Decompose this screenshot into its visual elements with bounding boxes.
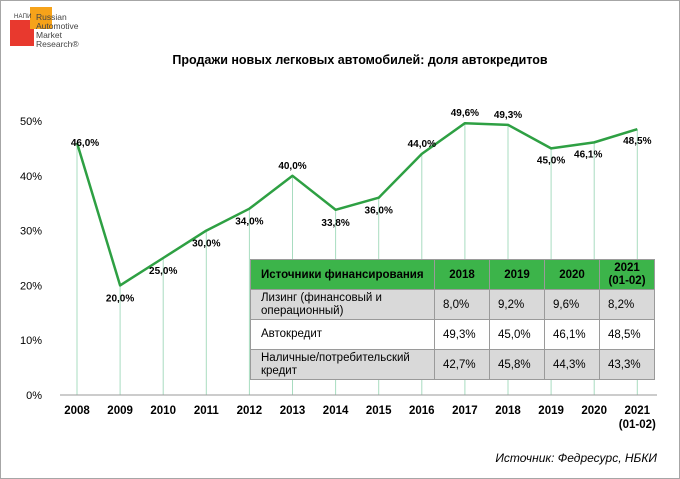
table-cell: 46,1% — [544, 319, 600, 350]
data-label: 40,0% — [278, 161, 306, 172]
x-tick-label: 2016 — [409, 405, 435, 417]
table-cell: 49,3% — [434, 319, 490, 350]
x-tick-label: 2020 — [581, 405, 607, 417]
x-tick-label: 2017 — [452, 405, 478, 417]
table-cell: 48,5% — [599, 319, 655, 350]
data-label: 25,0% — [149, 266, 177, 277]
x-tick-label: 2012 — [237, 405, 263, 417]
table-row: Наличные/потребительский кредит 42,7% 45… — [250, 349, 655, 380]
table-row-label: Лизинг (финансовый и операционный) — [250, 289, 435, 320]
data-label: 33,8% — [321, 218, 349, 229]
data-label: 46,1% — [574, 149, 602, 160]
table-row-label: Автокредит — [250, 319, 435, 350]
data-label: 34,0% — [235, 217, 263, 228]
logo-orange-square — [30, 7, 52, 29]
data-label: 49,6% — [451, 108, 479, 119]
table-row-label: Наличные/потребительский кредит — [250, 349, 435, 380]
x-tick-label: 2010 — [150, 405, 176, 417]
x-tick-label: 2008 — [64, 405, 90, 417]
data-label: 44,0% — [408, 139, 436, 150]
table-row: Лизинг (финансовый и операционный) 8,0% … — [250, 289, 655, 320]
y-tick-label: 20% — [20, 280, 42, 292]
source-note: Источник: Федресурс, НБКИ — [495, 451, 657, 465]
x-tick-label: 2019 — [538, 405, 564, 417]
y-tick-label: 50% — [20, 116, 42, 128]
x-tick-label: 2015 — [366, 405, 392, 417]
x-tick-label: 2018 — [495, 405, 521, 417]
x-tick-sublabel: (01-02) — [619, 419, 656, 431]
table-cell: 44,3% — [544, 349, 600, 380]
y-tick-label: 30% — [20, 226, 42, 238]
table-header-year: 2019 — [489, 259, 545, 290]
series-line-autoloan — [75, 121, 638, 287]
x-tick-label: 2013 — [280, 405, 306, 417]
table-cell: 45,0% — [489, 319, 545, 350]
y-tick-label: 0% — [26, 390, 42, 402]
data-label: 45,0% — [537, 155, 565, 166]
y-tick-label: 10% — [20, 335, 42, 347]
table-row: Автокредит 49,3% 45,0% 46,1% 48,5% — [250, 319, 655, 350]
x-tick-label: 2011 — [194, 405, 220, 417]
table-cell: 45,8% — [489, 349, 545, 380]
x-axis-ticks: 2008 2009 2010 2011 2012 2013 2014 2015 2016 2017… — [64, 405, 656, 431]
x-tick-label: 2009 — [107, 405, 133, 417]
table-header-year: 2021 (01-02) — [599, 259, 655, 290]
table-header-row: Источники финансирования 2018 2019 2020 … — [250, 259, 655, 290]
table-header-year: 2020 — [544, 259, 600, 290]
financing-table: Источники финансирования 2018 2019 2020 … — [250, 259, 655, 380]
table-cell: 43,3% — [599, 349, 655, 380]
table-header-year: 2018 — [434, 259, 490, 290]
table-cell: 9,6% — [544, 289, 600, 320]
data-label: 36,0% — [365, 206, 393, 217]
data-label: 30,0% — [192, 239, 220, 250]
table-header-label: Источники финансирования — [250, 259, 435, 290]
logo: НАПИ Russian Automotive Market Research® — [8, 7, 98, 67]
data-label: 49,3% — [494, 110, 522, 121]
table-cell: 8,0% — [434, 289, 490, 320]
table-cell: 42,7% — [434, 349, 490, 380]
logo-tag: НАПИ — [14, 14, 32, 20]
data-label: 48,5% — [623, 136, 651, 147]
table-cell: 8,2% — [599, 289, 655, 320]
data-labels: 46,0% 20,0% 25,0% 30,0% 34,0% 40,0% 33,8% 36,0%… — [71, 108, 652, 304]
y-tick-label: 40% — [20, 171, 42, 183]
x-tick-label: 2014 — [323, 405, 349, 417]
x-tick-label: 2021 — [625, 405, 651, 417]
table-cell: 9,2% — [489, 289, 545, 320]
data-label: 46,0% — [71, 138, 99, 149]
data-label: 20,0% — [106, 293, 134, 304]
y-axis-ticks: 0% 10% 20% 30% 40% 50% — [20, 116, 42, 402]
chart-title: Продажи новых легковых автомобилей: доля… — [172, 53, 548, 67]
logo-text: Russian Automotive Market Research® — [36, 12, 79, 49]
